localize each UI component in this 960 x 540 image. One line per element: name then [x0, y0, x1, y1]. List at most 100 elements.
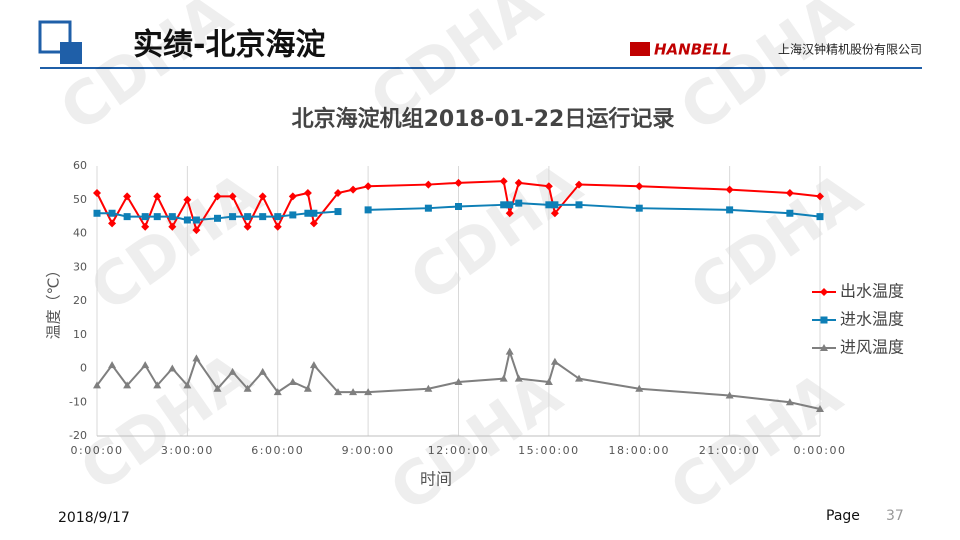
y-tick-label: -10: [69, 395, 87, 408]
marker: [228, 192, 237, 201]
x-tick-label: 6:00:00: [251, 444, 304, 457]
marker: [93, 189, 101, 197]
marker: [544, 378, 553, 385]
legend-label: 进风温度: [840, 338, 904, 357]
marker: [273, 388, 282, 396]
x-tick-label: 0:00:00: [794, 444, 847, 457]
x-tick-label: 21:00:00: [699, 444, 760, 457]
marker: [500, 201, 508, 209]
marker: [229, 213, 237, 221]
watermark: CDHA: [48, 0, 245, 146]
marker: [499, 374, 508, 382]
watermark: CDHA: [678, 159, 875, 326]
marker: [454, 378, 463, 385]
marker: [309, 219, 318, 228]
y-tick-label: 20: [73, 294, 87, 307]
marker: [364, 388, 373, 396]
marker: [192, 354, 201, 362]
marker: [515, 199, 523, 207]
marker: [725, 185, 734, 194]
marker: [545, 201, 553, 209]
chart-title: 北京海淀机组2018-01-22日运行记录: [292, 106, 675, 132]
marker: [288, 192, 297, 201]
marker: [334, 208, 342, 216]
marker: [153, 381, 162, 389]
marker: [455, 203, 462, 210]
logo-icon: [630, 42, 650, 56]
watermark: CDHA: [668, 0, 865, 146]
marker: [816, 192, 824, 201]
watermark: CDHA: [78, 159, 275, 326]
marker: [183, 216, 191, 224]
marker: [93, 209, 101, 217]
marker: [108, 209, 116, 217]
slide-title: 实绩-北京海淀: [133, 28, 325, 63]
x-tick-label: 18:00:00: [609, 444, 670, 457]
marker: [288, 378, 297, 385]
marker: [635, 384, 644, 392]
marker: [141, 361, 150, 369]
marker: [364, 206, 372, 214]
marker: [424, 180, 433, 189]
marker: [505, 347, 514, 355]
company: 上海汉钟精机股份有限公司: [778, 42, 922, 57]
marker: [544, 182, 553, 191]
marker: [228, 367, 237, 375]
legend-label: 出水温度: [840, 282, 904, 301]
marker: [334, 189, 342, 197]
marker: [258, 367, 267, 375]
legend-marker: [820, 344, 828, 351]
marker: [304, 209, 312, 217]
marker: [575, 374, 583, 382]
marker: [192, 226, 201, 235]
marker: [454, 178, 463, 187]
x-tick-label: 3:00:00: [161, 444, 214, 457]
deco-square: [60, 42, 82, 64]
marker: [786, 209, 794, 217]
page-number: 37: [886, 508, 904, 524]
marker: [785, 398, 794, 406]
page-label: Page: [826, 508, 860, 524]
marker: [168, 364, 177, 372]
marker: [213, 192, 222, 201]
marker: [550, 357, 559, 365]
marker: [303, 189, 312, 197]
y-tick-label: 40: [73, 227, 87, 240]
x-tick-label: 9:00:00: [342, 444, 395, 457]
marker: [244, 213, 252, 221]
marker: [575, 201, 583, 209]
marker: [274, 213, 282, 221]
marker: [168, 213, 176, 221]
y-tick-label: 50: [73, 193, 87, 206]
y-axis-title: 温度（℃）: [45, 263, 63, 340]
marker: [243, 222, 252, 231]
marker: [514, 374, 523, 382]
marker: [816, 213, 824, 221]
y-tick-label: 10: [73, 328, 87, 341]
x-axis-title: 时间: [420, 470, 452, 489]
marker: [243, 384, 252, 392]
marker: [364, 182, 373, 191]
x-tick-label: 0:00:00: [71, 444, 124, 457]
marker: [168, 222, 177, 231]
watermark: CDHA: [398, 149, 595, 316]
y-tick-label: 0: [80, 362, 87, 375]
marker: [153, 213, 161, 221]
marker: [289, 211, 297, 219]
x-tick-label: 12:00:00: [428, 444, 489, 457]
marker: [123, 192, 132, 201]
marker: [309, 361, 318, 369]
marker: [273, 222, 282, 231]
marker: [108, 361, 117, 369]
marker: [725, 391, 734, 399]
legend-marker: [820, 316, 828, 324]
marker: [575, 180, 583, 189]
marker: [514, 178, 523, 187]
marker: [213, 384, 222, 392]
marker: [635, 204, 643, 212]
marker: [499, 177, 508, 186]
y-tick-label: 30: [73, 260, 87, 273]
marker: [424, 384, 433, 392]
marker: [349, 388, 358, 396]
